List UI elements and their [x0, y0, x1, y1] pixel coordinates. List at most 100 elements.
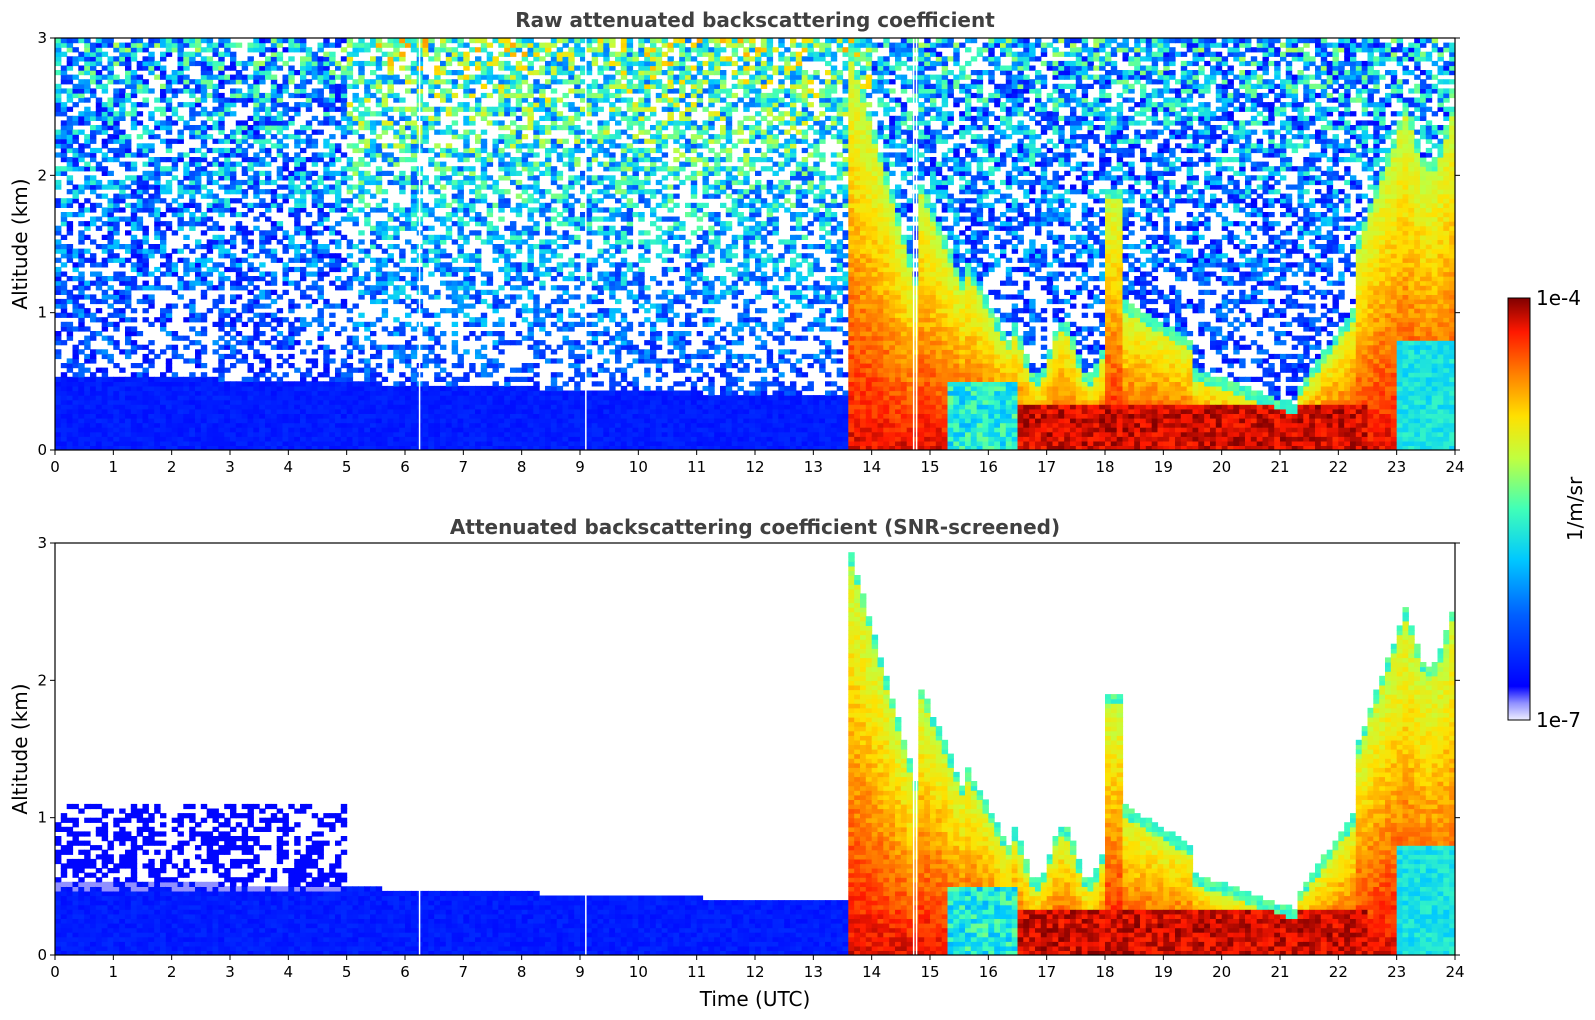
heatmap-cell: [317, 395, 324, 401]
heatmap-cell: [84, 106, 91, 112]
heatmap-cell: [463, 376, 470, 382]
heatmap-cell: [136, 239, 144, 245]
heatmap-cell: [200, 157, 208, 163]
heatmap-cell: [340, 152, 348, 158]
heatmap-cell: [253, 111, 260, 117]
heatmap-cell: [440, 262, 447, 268]
heatmap-cell: [469, 395, 476, 401]
heatmap-cell: [556, 234, 564, 240]
heatmap-cell: [253, 418, 260, 424]
heatmap-cell: [171, 395, 179, 401]
heatmap-cell: [177, 70, 184, 76]
heatmap-cell: [346, 340, 354, 346]
heatmap-cell: [148, 175, 155, 181]
heatmap-cell: [399, 134, 406, 140]
heatmap-cell: [276, 56, 284, 62]
heatmap-cell: [195, 317, 202, 323]
heatmap-cell: [410, 38, 418, 44]
heatmap-cell: [148, 42, 155, 48]
heatmap-cell: [282, 422, 289, 428]
heatmap-cell: [329, 97, 336, 103]
heatmap-cell: [422, 102, 429, 108]
heatmap-cell: [451, 221, 459, 227]
heatmap-cell: [393, 120, 400, 126]
heatmap-cell: [346, 175, 354, 181]
heatmap-cell: [55, 353, 62, 360]
heatmap-cell: [445, 285, 453, 291]
heatmap-cell: [84, 445, 91, 450]
heatmap-cell: [171, 331, 179, 337]
heatmap-cell: [95, 317, 103, 323]
heatmap-cell: [230, 308, 237, 314]
heatmap-cell: [399, 427, 406, 433]
heatmap-cell: [352, 427, 359, 433]
heatmap-cell: [78, 436, 85, 442]
heatmap-cell: [55, 47, 62, 53]
heatmap-cell: [171, 381, 179, 387]
heatmap-cell: [381, 436, 389, 442]
heatmap-cell: [463, 212, 470, 218]
heatmap-cell: [235, 74, 243, 80]
heatmap-cell: [90, 422, 97, 428]
heatmap-cell: [323, 152, 330, 158]
heatmap-cell: [358, 321, 365, 327]
heatmap-cell: [148, 390, 155, 396]
heatmap-cell: [270, 404, 278, 410]
heatmap-cell: [270, 385, 278, 392]
heatmap-cell: [294, 285, 301, 291]
heatmap-cell: [78, 120, 85, 126]
heatmap-cell: [317, 321, 324, 327]
heatmap-cell: [101, 431, 109, 437]
heatmap-cell: [562, 120, 569, 126]
heatmap-cell: [300, 92, 307, 99]
heatmap-cell: [107, 285, 114, 291]
heatmap-cell: [527, 289, 534, 295]
heatmap-cell: [305, 445, 313, 450]
heatmap-cell: [527, 395, 534, 401]
heatmap-cell: [265, 280, 272, 286]
heatmap-cell: [95, 404, 103, 410]
heatmap-cell: [247, 395, 254, 401]
heatmap-cell: [95, 276, 103, 282]
heatmap-cell: [101, 170, 109, 176]
heatmap-cell: [451, 179, 459, 186]
heatmap-cell: [329, 280, 336, 286]
heatmap-cell: [84, 166, 91, 172]
heatmap-cell: [142, 225, 149, 231]
heatmap-cell: [171, 138, 179, 144]
heatmap-cell: [84, 335, 91, 341]
heatmap-cell: [270, 234, 278, 240]
heatmap-cell: [317, 212, 324, 218]
heatmap-cell: [504, 239, 511, 245]
heatmap-cell: [428, 189, 435, 195]
heatmap-cell: [387, 115, 394, 121]
heatmap-cell: [527, 331, 534, 337]
heatmap-cell: [55, 331, 62, 337]
heatmap-cell: [451, 413, 459, 419]
heatmap-cell: [387, 331, 394, 337]
heatmap-cell: [282, 248, 289, 254]
heatmap-cell: [440, 193, 447, 199]
heatmap-cell: [95, 376, 103, 382]
heatmap-cell: [375, 134, 383, 140]
heatmap-cell: [410, 170, 418, 176]
heatmap-cell: [235, 385, 243, 392]
heatmap-cell: [90, 129, 97, 135]
heatmap-cell: [480, 385, 488, 392]
heatmap-cell: [84, 294, 91, 300]
heatmap-cell: [224, 38, 231, 44]
heatmap-cell: [288, 353, 295, 360]
heatmap-cell: [346, 65, 354, 71]
heatmap-cell: [498, 418, 505, 424]
heatmap-cell: [364, 212, 371, 218]
heatmap-cell: [311, 198, 319, 204]
heatmap-cell: [352, 143, 359, 149]
heatmap-cell: [556, 193, 564, 199]
heatmap-cell: [95, 367, 103, 373]
heatmap-cell: [183, 221, 190, 227]
heatmap-cell: [329, 445, 336, 450]
heatmap-cell: [469, 445, 476, 450]
heatmap-cell: [241, 179, 249, 186]
heatmap-cell: [440, 308, 447, 314]
heatmap-cell: [60, 244, 68, 250]
